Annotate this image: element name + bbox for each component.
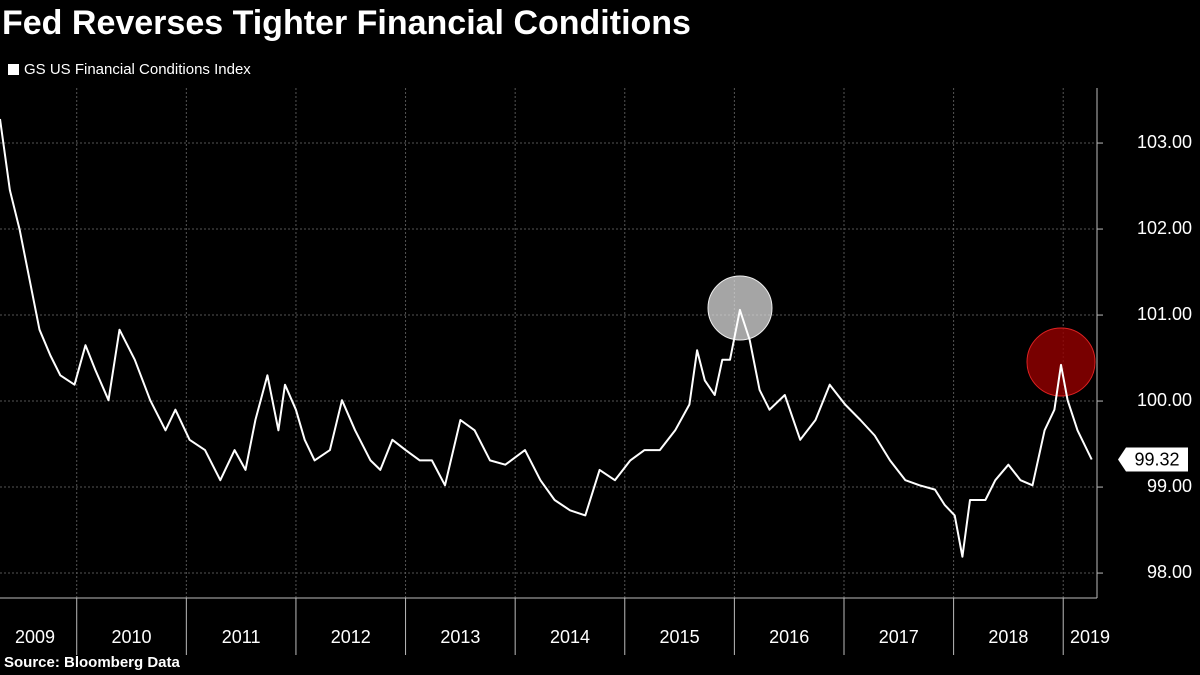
y-tick-label: 99.00 <box>1147 476 1192 496</box>
y-tick-label: 101.00 <box>1137 304 1192 324</box>
line <box>0 118 1093 558</box>
legend-label: GS US Financial Conditions Index <box>24 61 251 78</box>
legend-swatch <box>8 64 19 75</box>
chart-title: Fed Reverses Tighter Financial Condition… <box>2 4 691 42</box>
y-tick-label: 103.00 <box>1137 132 1192 152</box>
source: Source: Bloomberg Data <box>4 654 181 671</box>
highlight-circle <box>1026 327 1096 397</box>
x-tick-label: 2016 <box>769 627 809 647</box>
x-tick-label: 2013 <box>440 627 480 647</box>
x-tick-label: 2011 <box>222 627 261 647</box>
x-tick-label: 2017 <box>879 627 919 647</box>
x-tick-label: 2019 <box>1070 627 1110 647</box>
x-tick-label: 2010 <box>112 627 152 647</box>
y-tick-label: 100.00 <box>1137 390 1192 410</box>
x-tick-label: 2009 <box>15 627 55 647</box>
last-value-label: 99.32 <box>1134 449 1179 469</box>
x-tick-label: 2014 <box>550 627 590 647</box>
x-tick-label: 2012 <box>331 627 371 647</box>
y-tick-label: 102.00 <box>1137 218 1192 238</box>
y-tick-label: 98.00 <box>1147 562 1192 582</box>
highlight-circle <box>707 275 773 341</box>
last-value-box <box>1118 447 1188 472</box>
x-tick-label: 2018 <box>988 627 1028 647</box>
x-tick-label: 2015 <box>660 627 700 647</box>
